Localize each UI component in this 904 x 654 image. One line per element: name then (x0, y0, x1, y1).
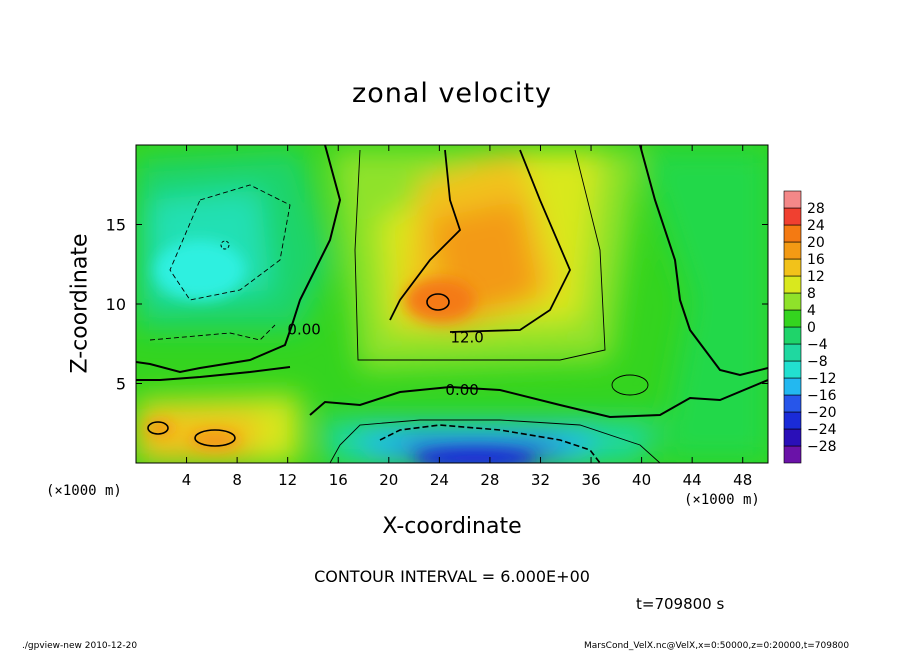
y-tick-label: 10 (106, 295, 126, 314)
x-tick-label: 36 (581, 471, 600, 489)
contour-lines (136, 145, 768, 463)
colorbar-swatch (783, 428, 802, 447)
colorbar-swatch (783, 241, 802, 260)
colorbar-label: 28 (807, 201, 825, 217)
colorbar-swatch (783, 207, 802, 226)
x-tick-label: 24 (430, 471, 449, 489)
colorbar-label: 12 (807, 269, 825, 285)
x-tick-label: 12 (278, 471, 297, 489)
chart-title: zonal velocity (352, 78, 552, 109)
time-label: t=709800 s (636, 595, 725, 613)
colorbar-label: −24 (807, 422, 837, 438)
colorbar-swatch (783, 394, 802, 413)
colorbar-label: 24 (807, 218, 825, 234)
colorbar-label: 8 (807, 286, 816, 302)
colorbar-label: −20 (807, 405, 837, 421)
contour-label: 0.00 (445, 381, 478, 399)
x-tick-label: 16 (329, 471, 348, 489)
y-tick-label: 5 (116, 375, 126, 394)
footer-source-file: MarsCond_VelX.nc@VelX,x=0:50000,z=0:2000… (584, 641, 850, 651)
colorbar-label: 0 (807, 320, 816, 336)
colorbar-swatch (783, 411, 802, 430)
x-unit-right: (×1000 m) (684, 492, 760, 508)
footer-program-date: ./gpview-new 2010-12-20 (22, 641, 138, 651)
colorbar-swatch (783, 292, 802, 311)
x-unit-left: (×1000 m) (46, 483, 122, 499)
x-tick-label: 8 (232, 471, 242, 489)
x-tick-label: 28 (480, 471, 499, 489)
colorbar-label: 20 (807, 235, 825, 251)
colorbar-label: 4 (807, 303, 816, 319)
x-tick-label: 4 (182, 471, 192, 489)
colorbar-label: −28 (807, 439, 837, 455)
velocity-field (136, 145, 768, 463)
x-axis-ticks: 4 8 12 16 20 24 28 32 36 40 44 48 (182, 145, 752, 489)
contour-labels: 0.00 12.0 0.00 (287, 320, 483, 398)
colorbar-swatch (783, 377, 802, 396)
x-tick-label: 32 (531, 471, 550, 489)
x-axis-label: X-coordinate (382, 514, 522, 539)
colorbar-swatch (783, 275, 802, 294)
contour-label: 12.0 (450, 328, 483, 346)
colorbar-swatch (783, 224, 802, 243)
colorbar-swatch (783, 190, 802, 209)
contour-label: 0.00 (287, 320, 320, 338)
x-tick-label: 20 (379, 471, 398, 489)
colorbar-swatch (783, 309, 802, 328)
x-tick-label: 40 (632, 471, 651, 489)
colorbar-swatch (783, 445, 802, 464)
colorbar-swatch (783, 343, 802, 362)
colorbar-label: −8 (807, 354, 828, 370)
colorbar-label: 16 (807, 252, 825, 268)
y-axis-ticks: 5 10 15 (106, 216, 768, 394)
x-tick-label: 44 (683, 471, 702, 489)
y-tick-label: 15 (106, 216, 126, 235)
colorbar-swatch (783, 326, 802, 345)
colorbar-label: −16 (807, 388, 837, 404)
colorbar-swatch (783, 258, 802, 277)
x-tick-label: 48 (733, 471, 752, 489)
contour-interval-label: CONTOUR INTERVAL = 6.000E+00 (314, 567, 590, 586)
colorbar-swatch (783, 360, 802, 379)
colorbar-label: −4 (807, 337, 828, 353)
colorbar-label: −12 (807, 371, 837, 387)
